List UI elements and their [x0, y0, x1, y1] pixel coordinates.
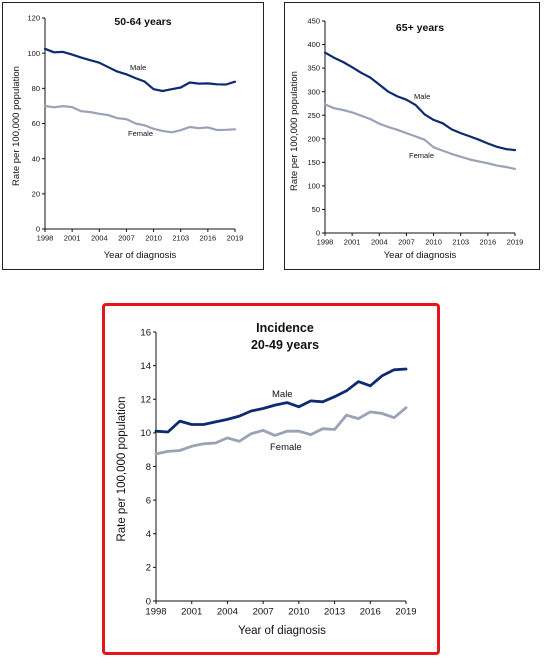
y-tick-label: 350 [307, 64, 320, 73]
x-tick-label: 2019 [227, 234, 244, 243]
y-tick-label: 16 [140, 327, 151, 338]
x-tick-label: 1998 [145, 607, 166, 618]
x-tick-label: 2019 [395, 607, 416, 618]
x-tick-label: 2103 [452, 238, 469, 247]
x-tick-label: 2010 [425, 238, 442, 247]
x-tick-label: 2010 [288, 607, 309, 618]
y-tick-label: 80 [32, 84, 40, 93]
y-tick-label: 8 [146, 462, 151, 473]
x-tick-label: 2016 [360, 607, 381, 618]
series-line-female [43, 104, 237, 134]
x-tick-label: 2103 [172, 234, 189, 243]
y-tick-label: 300 [307, 87, 320, 96]
y-tick-label: 6 [146, 495, 151, 506]
chart-panel-65-plus: 65+ years Rate per 100,000 population Ye… [284, 2, 540, 270]
chart-20-49-svg: Incidence 20-49 years Rate per 100,000 p… [116, 321, 417, 637]
chart-title: Incidence [256, 321, 314, 335]
x-tick-label: 1998 [37, 234, 54, 243]
chart-title: 50-64 years [114, 16, 171, 28]
x-tick-label: 2001 [181, 607, 202, 618]
y-tick-label: 10 [140, 428, 151, 439]
y-tick-label: 120 [27, 14, 40, 23]
series-label-male: Male [414, 92, 430, 101]
y-tick-label: 100 [307, 182, 320, 191]
chart-panel-50-64: 50-64 years Rate per 100,000 population … [2, 2, 264, 270]
x-tick-label: 1998 [317, 238, 334, 247]
y-tick-label: 100 [27, 49, 40, 58]
chart-50-64-svg: 50-64 years Rate per 100,000 population … [11, 14, 244, 261]
chart-panel-20-49: Incidence 20-49 years Rate per 100,000 p… [102, 303, 440, 655]
y-tick-label: 40 [32, 154, 40, 163]
y-tick-label: 14 [140, 361, 151, 372]
x-tick-label: 2007 [118, 234, 135, 243]
x-tick-label: 2013 [324, 607, 345, 618]
series-label-male: Male [130, 63, 146, 72]
y-tick-label: 0 [36, 225, 40, 234]
series-line-male [43, 47, 237, 93]
y-tick-label: 0 [146, 596, 151, 607]
y-tick-label: 150 [307, 158, 320, 167]
x-tick-label: 2007 [398, 238, 415, 247]
y-tick-label: 250 [307, 111, 320, 120]
x-axis-label: Year of diagnosis [238, 625, 326, 637]
x-tick-label: 2004 [371, 238, 388, 247]
y-tick-label: 200 [307, 134, 320, 143]
y-tick-label: 400 [307, 40, 320, 49]
y-axis-label: Rate per 100,000 population [116, 396, 128, 541]
x-tick-label: 2019 [507, 238, 524, 247]
series-line-female [154, 406, 408, 456]
series-line-female [323, 103, 517, 170]
y-axis-label: Rate per 100,000 population [289, 71, 300, 191]
y-axis-label: Rate per 100,000 population [11, 66, 22, 186]
y-tick-label: 2 [146, 563, 151, 574]
chart-subtitle: 20-49 years [251, 338, 319, 352]
y-tick-label: 450 [307, 17, 320, 26]
x-tick-label: 2004 [91, 234, 108, 243]
x-tick-label: 2010 [145, 234, 162, 243]
series-line-male [154, 367, 408, 434]
series-label-female: Female [409, 151, 434, 160]
chart-65-plus-svg: 65+ years Rate per 100,000 population Ye… [289, 17, 524, 261]
y-tick-label: 12 [140, 395, 151, 406]
y-tick-label: 20 [32, 189, 40, 198]
series-label-female: Female [128, 129, 153, 138]
y-tick-label: 60 [32, 119, 40, 128]
x-axis-label: Year of diagnosis [104, 250, 177, 261]
series-label-female: Female [270, 442, 302, 453]
x-tick-label: 2001 [64, 234, 81, 243]
x-tick-label: 2016 [480, 238, 497, 247]
series-label-male: Male [272, 389, 293, 400]
x-tick-label: 2004 [217, 607, 238, 618]
y-tick-label: 0 [316, 229, 320, 238]
chart-title: 65+ years [396, 22, 444, 34]
y-tick-label: 4 [146, 529, 151, 540]
series-line-male [323, 51, 517, 152]
x-axis-label: Year of diagnosis [384, 250, 457, 261]
x-tick-label: 2007 [253, 607, 274, 618]
x-tick-label: 2001 [344, 238, 361, 247]
y-tick-label: 50 [312, 205, 320, 214]
x-tick-label: 2016 [200, 234, 217, 243]
